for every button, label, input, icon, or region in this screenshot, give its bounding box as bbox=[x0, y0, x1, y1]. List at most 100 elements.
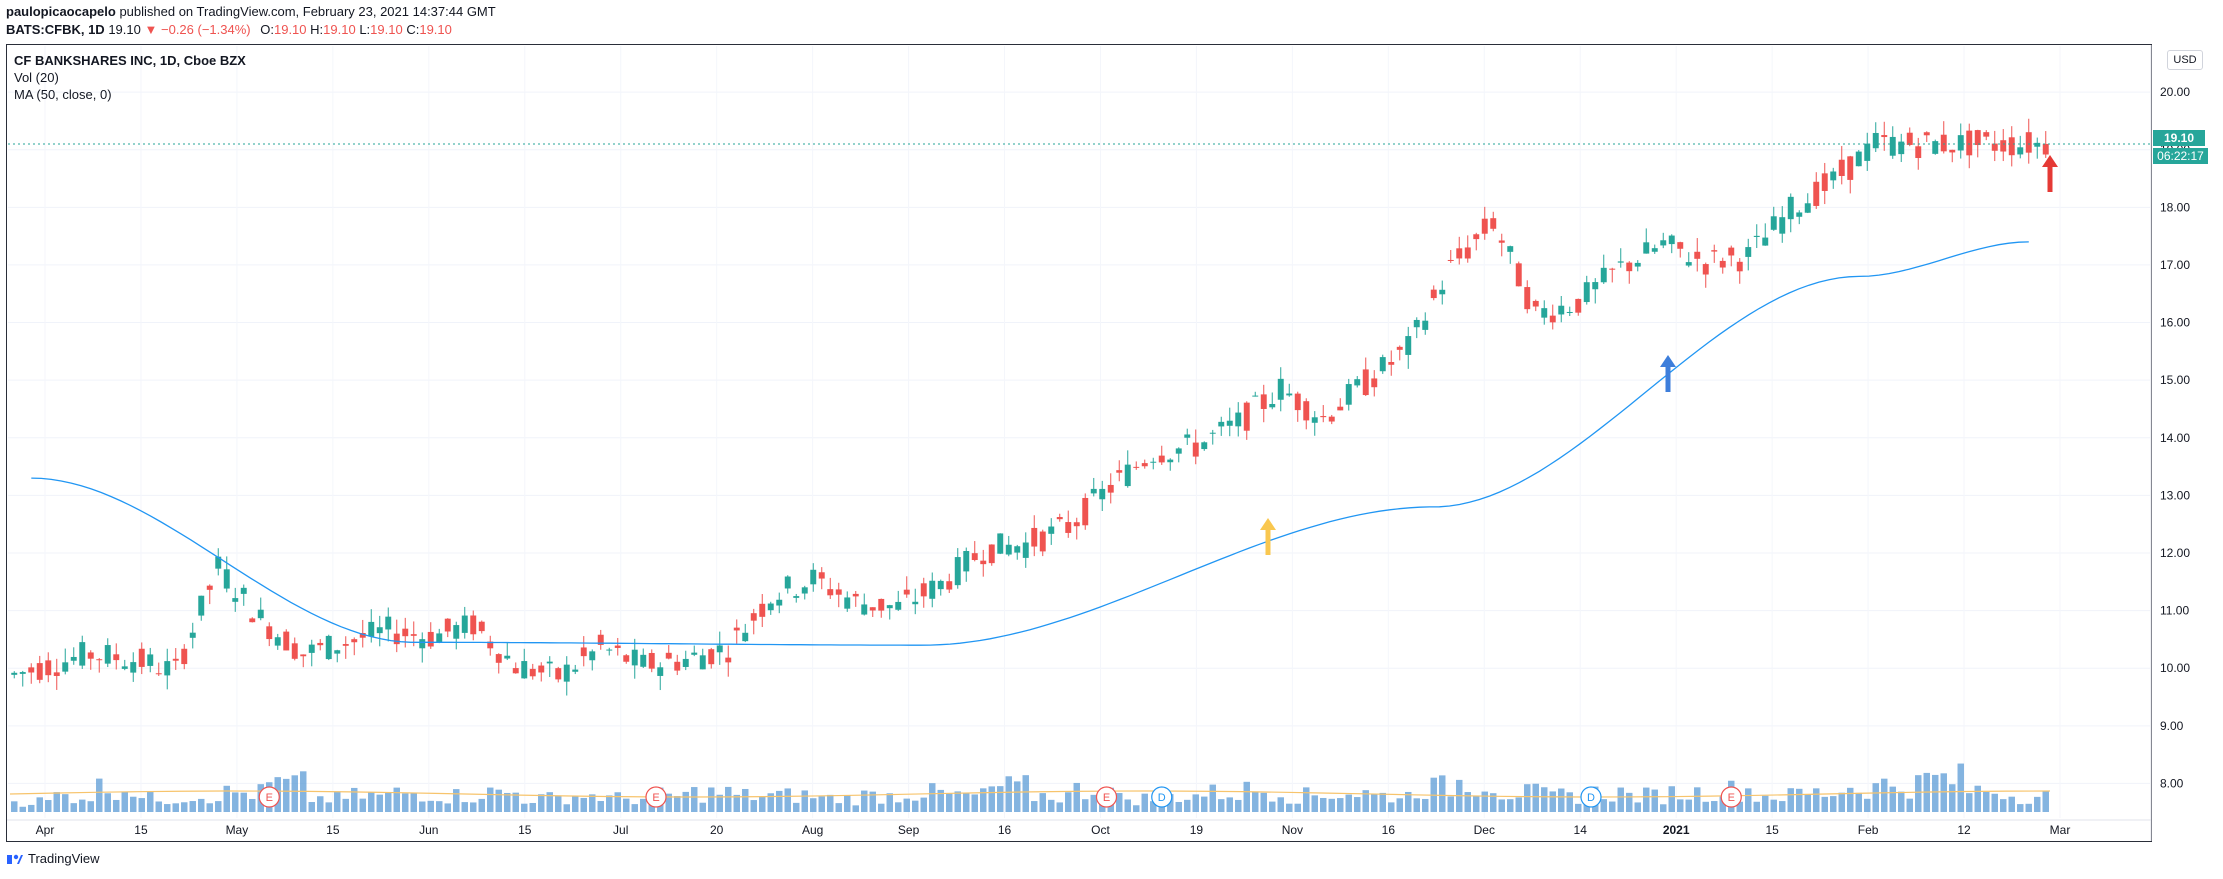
candle-body bbox=[1073, 522, 1080, 527]
volume-bar bbox=[1609, 801, 1616, 812]
volume-bar bbox=[1855, 792, 1862, 812]
volume-bar bbox=[436, 801, 443, 812]
volume-bar bbox=[113, 799, 120, 812]
earnings-marker bbox=[645, 786, 667, 808]
event-marker-letter: E bbox=[1728, 792, 1735, 804]
y-axis: 20.0019.0018.0017.0016.0015.0014.0013.00… bbox=[2160, 85, 2190, 790]
candle-body bbox=[1932, 141, 1939, 154]
candle-body bbox=[852, 593, 859, 597]
volume-bar bbox=[572, 796, 579, 812]
volume-bar bbox=[1481, 791, 1488, 812]
x-tick-label: 12 bbox=[1957, 823, 1971, 837]
volume-bar bbox=[708, 787, 715, 812]
volume-bar bbox=[971, 794, 978, 812]
candle-body bbox=[1405, 336, 1412, 355]
candle-body bbox=[1464, 247, 1471, 259]
volume-bar bbox=[988, 786, 995, 812]
candle-body bbox=[767, 603, 774, 611]
candle-body bbox=[436, 633, 443, 643]
candle-body bbox=[2025, 132, 2032, 153]
event-marker-letter: D bbox=[1587, 792, 1595, 804]
candle-body bbox=[1949, 149, 1956, 153]
volume-bar bbox=[504, 792, 511, 812]
candle-body bbox=[1048, 526, 1055, 534]
volume-bar bbox=[903, 798, 910, 812]
volume-bar bbox=[1490, 793, 1497, 812]
volume-bar bbox=[427, 800, 434, 812]
chart-header: paulopicaocapelo published on TradingVie… bbox=[6, 3, 496, 39]
volume-bar bbox=[393, 787, 400, 812]
publisher-name[interactable]: paulopicaocapelo bbox=[6, 4, 116, 19]
y-tick-label: 18.00 bbox=[2160, 200, 2190, 214]
candle-body bbox=[147, 654, 154, 666]
volume-bar bbox=[1507, 799, 1514, 812]
volume-bar bbox=[130, 796, 137, 812]
volume-bar bbox=[1549, 791, 1556, 812]
candle-body bbox=[487, 641, 494, 649]
candle-body bbox=[1626, 262, 1633, 272]
volume-bar bbox=[1643, 787, 1650, 812]
close-label: C: bbox=[406, 22, 420, 37]
candle-body bbox=[164, 661, 171, 676]
volume-bar bbox=[1218, 799, 1225, 812]
volume-bar bbox=[385, 792, 392, 812]
volume-bar bbox=[895, 802, 902, 812]
candle-body bbox=[1396, 346, 1403, 350]
candle-body bbox=[274, 637, 281, 646]
candle-body bbox=[716, 645, 723, 653]
tradingview-logo-icon[interactable] bbox=[6, 852, 24, 866]
candle-body bbox=[1158, 455, 1165, 463]
candle-body bbox=[1804, 203, 1811, 213]
candle-body bbox=[1821, 173, 1828, 191]
candle-body bbox=[495, 654, 502, 663]
volume-bar bbox=[1932, 774, 1939, 812]
candle-body bbox=[1192, 442, 1199, 457]
volume-bar bbox=[1269, 801, 1276, 812]
x-tick-label: 15 bbox=[518, 823, 532, 837]
volume-bar bbox=[1872, 783, 1879, 812]
volume-bar bbox=[402, 793, 409, 812]
candle-body bbox=[283, 631, 290, 651]
candle-body bbox=[359, 633, 366, 638]
candle-body bbox=[1277, 378, 1284, 400]
volume-bar bbox=[529, 802, 536, 812]
volume-bar bbox=[1447, 796, 1454, 812]
volume-bar bbox=[1804, 794, 1811, 812]
footer-brand[interactable]: TradingView bbox=[28, 851, 100, 866]
volume-bar bbox=[1770, 799, 1777, 812]
candle-body bbox=[300, 654, 307, 657]
candle-body bbox=[87, 652, 94, 659]
y-tick-label: 15.00 bbox=[2160, 373, 2190, 387]
x-tick-label: Nov bbox=[1282, 823, 1303, 837]
y-tick-label: 17.00 bbox=[2160, 258, 2190, 272]
candle-body bbox=[1099, 488, 1106, 500]
candle-body bbox=[869, 607, 876, 611]
volume-bar bbox=[759, 796, 766, 812]
candle-body bbox=[784, 576, 791, 589]
candle-body bbox=[1728, 247, 1735, 256]
candle-body bbox=[563, 664, 570, 682]
volume-bar bbox=[223, 785, 230, 812]
candle-body bbox=[1141, 463, 1148, 467]
legend-volume[interactable]: Vol (20) bbox=[14, 70, 59, 85]
candle-body bbox=[334, 650, 341, 654]
high-label: H: bbox=[310, 22, 324, 37]
x-tick-label: 14 bbox=[1574, 823, 1588, 837]
volume-bar bbox=[844, 795, 851, 812]
legend-title: CF BANKSHARES INC, 1D, Cboe BZX bbox=[14, 53, 246, 68]
volume-bar bbox=[1830, 796, 1837, 812]
volume-bar bbox=[1779, 801, 1786, 812]
candle-body bbox=[1694, 251, 1701, 259]
candle-body bbox=[130, 662, 137, 673]
currency-button[interactable]: USD bbox=[2167, 50, 2203, 70]
volume-bar bbox=[376, 794, 383, 812]
volume-bar bbox=[2000, 799, 2007, 812]
volume-bar bbox=[147, 791, 154, 812]
volume-bar bbox=[1753, 801, 1760, 812]
legend-ma[interactable]: MA (50, close, 0) bbox=[14, 87, 112, 102]
volume-bar bbox=[1889, 786, 1896, 812]
candle-body bbox=[699, 655, 706, 670]
volume-bar bbox=[742, 788, 749, 812]
volume-bar bbox=[325, 802, 332, 812]
